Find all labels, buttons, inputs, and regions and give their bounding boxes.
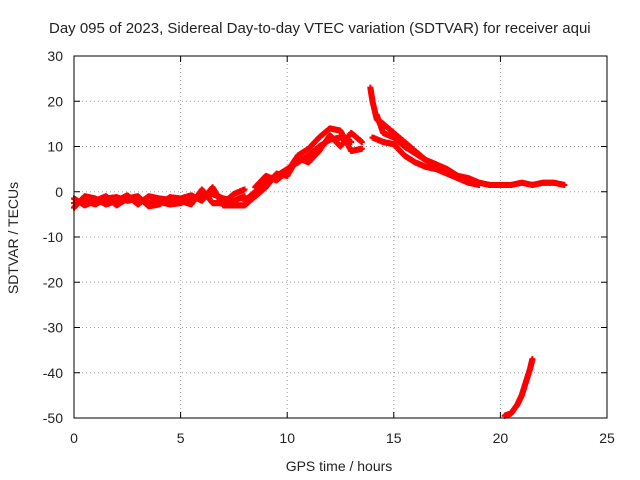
series-late-outlier xyxy=(501,356,536,419)
x-tick-label: 5 xyxy=(177,430,185,446)
data-point xyxy=(476,181,483,188)
series-afternoon-decay-2 xyxy=(369,134,483,188)
y-tick-label: 30 xyxy=(47,48,63,64)
x-tick-label: 15 xyxy=(386,430,402,446)
plot-frame xyxy=(73,55,608,419)
x-axis-ticks: 0 5 10 15 20 25 xyxy=(70,56,615,446)
data-point xyxy=(433,161,440,168)
data-point xyxy=(358,145,365,152)
y-tick-label: -10 xyxy=(43,229,63,245)
y-axis-label: SDTVAR / TECUs xyxy=(5,182,21,294)
x-tick-label: 0 xyxy=(70,430,78,446)
y-axis-ticks: 30 20 10 0 -10 -20 -30 -40 -50 xyxy=(43,48,607,426)
x-tick-label: 20 xyxy=(493,430,509,446)
y-tick-label: -40 xyxy=(43,365,63,381)
data-point xyxy=(529,356,536,363)
x-axis-label: GPS time / hours xyxy=(286,458,393,474)
y-tick-label: -20 xyxy=(43,274,63,290)
series-afternoon-decay xyxy=(367,84,568,188)
x-tick-label: 25 xyxy=(599,430,615,446)
y-tick-label: -30 xyxy=(43,320,63,336)
y-tick-label: 10 xyxy=(47,139,63,155)
y-tick-label: -50 xyxy=(43,410,63,426)
grid-lines xyxy=(74,56,607,418)
data-point xyxy=(358,138,365,145)
data-point xyxy=(561,181,568,188)
series-afternoon-decay-3 xyxy=(373,111,440,168)
y-tick-label: 20 xyxy=(47,93,63,109)
series-morning-rise-3 xyxy=(252,125,365,191)
data-point xyxy=(241,186,248,193)
x-tick-label: 10 xyxy=(279,430,295,446)
chart-title: Day 095 of 2023, Sidereal Day-to-day VTE… xyxy=(49,20,591,37)
data-points xyxy=(71,84,568,419)
y-tick-label: 0 xyxy=(55,184,63,200)
